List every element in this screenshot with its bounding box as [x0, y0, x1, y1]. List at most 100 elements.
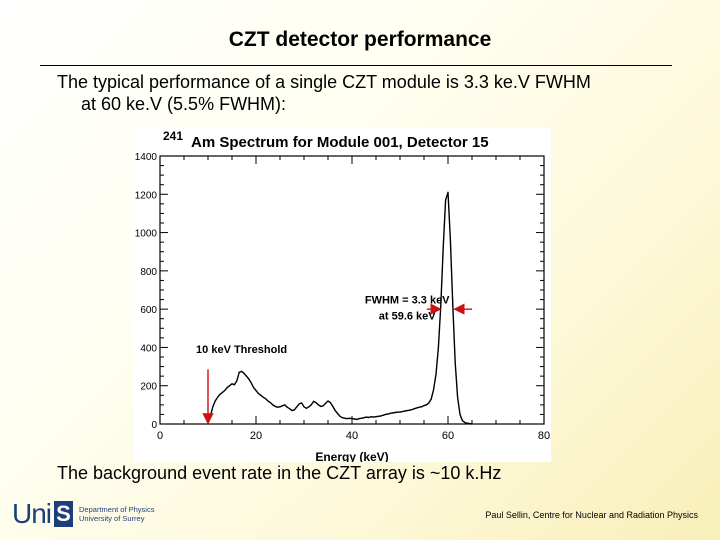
spectrum-point [399, 411, 401, 413]
spectrum-point [260, 394, 262, 396]
spectrum-point [279, 406, 281, 408]
spectrum-point [224, 389, 226, 392]
spectrum-point [334, 410, 336, 412]
y-tick-label: 0 [151, 420, 157, 431]
spectrum-point [229, 385, 231, 387]
spectrum-point [337, 412, 339, 415]
spectrum-point [320, 405, 322, 407]
spectrum-point [272, 404, 274, 406]
spectrum-point [274, 405, 276, 407]
spectrum-point [351, 418, 353, 420]
spectrum-point [368, 416, 370, 419]
chart-title-superscript: 241 [163, 129, 183, 143]
spectrum-point [289, 408, 291, 410]
spectrum-point [449, 239, 451, 241]
spectrum-chart: 241 Am Spectrum for Module 001, Detector … [135, 129, 550, 462]
x-tick-label: 80 [538, 430, 550, 442]
spectrum-point [433, 388, 435, 391]
y-tick-label: 400 [140, 343, 157, 354]
chart-title: Am Spectrum for Module 001, Detector 15 [191, 134, 489, 151]
spectrum-point [209, 415, 211, 417]
background-rate-text: The background event rate in the CZT arr… [57, 463, 502, 483]
spectrum-point [370, 416, 372, 418]
spectrum-chart-container: 241 Am Spectrum for Module 001, Detector … [133, 128, 551, 462]
spectrum-point [373, 416, 375, 418]
spectrum-point [243, 372, 245, 374]
spectrum-point [452, 304, 454, 306]
spectrum-point [214, 400, 216, 402]
spectrum-point [375, 416, 377, 418]
spectrum-point [435, 373, 437, 375]
spectrum-point [416, 407, 418, 409]
spectrum-point [250, 382, 252, 384]
spectrum-point [382, 414, 384, 416]
spectrum-point [219, 393, 221, 395]
slide-title: CZT detector performance [228, 28, 492, 51]
spectrum-point [377, 415, 379, 417]
spectrum-point [344, 417, 346, 419]
spectrum-point [303, 406, 305, 408]
annotation-2: 10 keV Threshold [196, 344, 287, 356]
spectrum-point [401, 410, 403, 413]
spectrum-point [459, 413, 461, 416]
spectrum-point [313, 400, 315, 403]
spectrum-point [406, 410, 408, 412]
x-tick-label: 20 [250, 430, 262, 442]
spectrum-point [265, 398, 267, 400]
spectrum-point [269, 401, 271, 404]
spectrum-point [327, 400, 329, 402]
spectrum-point [358, 418, 360, 420]
spectrum-point [291, 410, 293, 412]
spectrum-point [380, 415, 382, 417]
spectrum-point [257, 392, 259, 394]
intro-line-2: at 60 ke.V (5.5% FWHM): [81, 94, 287, 114]
spectrum-point [238, 371, 240, 373]
spectrum-point [428, 402, 430, 404]
y-tick-label: 600 [140, 305, 157, 316]
spectrum-point [317, 404, 319, 406]
spectrum-point [425, 404, 427, 406]
spectrum-point [262, 396, 264, 398]
spectrum-point [281, 405, 283, 407]
spectrum-point [298, 403, 300, 405]
annotation-0: FWHM = 3.3 keV [365, 294, 450, 306]
spectrum-point [392, 412, 394, 414]
spectrum-point [356, 418, 358, 421]
spectrum-point [411, 409, 413, 411]
spectrum-point [445, 199, 447, 201]
spectrum-point [389, 412, 391, 414]
logo-department: Department of Physics University of Surr… [79, 505, 154, 523]
x-tick-label: 0 [157, 430, 163, 442]
spectrum-point [413, 408, 415, 410]
spectrum-point [349, 417, 351, 419]
spectrum-line [207, 191, 473, 425]
author-credit: Paul Sellin, Centre for Nuclear and Radi… [485, 510, 698, 520]
spectrum-point [325, 402, 327, 404]
spectrum-point [363, 417, 365, 419]
spectrum-point [305, 407, 307, 409]
spectrum-point [310, 404, 312, 406]
spectrum-point [245, 375, 247, 377]
spectrum-point [341, 417, 343, 419]
spectrum-point [404, 410, 406, 412]
spectrum-point [248, 378, 250, 380]
spectrum-point [339, 415, 341, 417]
y-tick-label: 200 [140, 382, 157, 393]
spectrum-point [365, 416, 367, 418]
spectrum-point [469, 423, 471, 425]
spectrum-point [277, 406, 279, 408]
logo-dept-line-2: University of Surrey [79, 514, 145, 523]
spectrum-point [332, 405, 334, 407]
spectrum-point [346, 418, 348, 420]
spectrum-point [471, 423, 473, 425]
intro-text: The typical performance of a single CZT … [57, 71, 677, 115]
spectrum-point [423, 405, 425, 407]
spectrum-point [284, 404, 286, 406]
spectrum-point [241, 370, 243, 372]
spectrum-point [418, 406, 420, 408]
spectrum-point [385, 413, 387, 416]
x-tick-label: 60 [442, 430, 454, 442]
spectrum-point [430, 398, 432, 400]
spectrum-point [253, 387, 255, 389]
spectrum-point [442, 247, 444, 249]
